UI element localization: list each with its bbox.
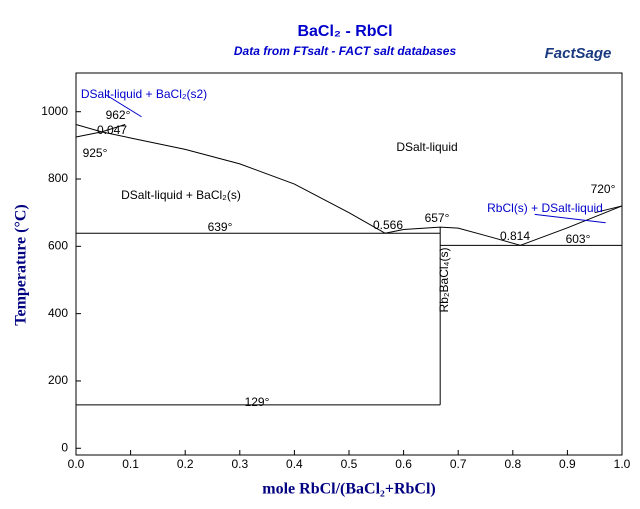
annotation: 603° [566,232,591,246]
x-tick-label: 0.1 [122,457,139,471]
annotation: 0.814 [500,229,530,243]
phase-boundary [520,205,623,246]
logo: FactSage [545,45,612,62]
annotation: DSalt-liquid + BaCl₂(s2) [81,87,207,101]
y-tick-label: 0 [61,440,68,454]
annotation: RbCl(s) + DSalt-liquid [487,201,603,215]
y-tick-label: 400 [48,306,68,320]
x-axis-label: mole RbCl/(BaCl₂+RbCl) [262,481,435,498]
annotation: 962° [106,108,131,122]
annotation: 0.566 [373,218,403,232]
y-tick-label: 1000 [41,104,68,118]
x-tick-label: 0.3 [231,457,248,471]
annotation: 129° [245,395,270,409]
x-tick-label: 0.7 [450,457,467,471]
annotation: DSalt-liquid [396,140,457,154]
x-tick-label: 0.9 [559,457,576,471]
annotation: 639° [208,220,233,234]
y-tick-label: 200 [48,373,68,387]
phase-boundary [75,124,386,234]
annotation: Rb₂BaCl₄(s) [437,248,451,313]
annotation: 925° [83,146,108,160]
x-tick-label: 0.2 [177,457,194,471]
chart-subtitle: Data from FTsalt - FACT salt databases [234,44,457,58]
x-tick-label: 0.6 [395,457,412,471]
phase-boundary [594,205,623,214]
plot-frame [75,72,623,456]
x-tick-label: 0.5 [341,457,358,471]
phase-boundary [534,213,606,224]
phase-boundary [105,94,142,118]
y-tick-label: 800 [48,171,68,185]
x-tick-label: 0.8 [504,457,521,471]
y-axis-label: Temperature (°C) [13,204,30,325]
annotation: 657° [425,211,450,225]
annotation: 720° [591,182,616,196]
y-tick-label: 600 [48,239,68,253]
phase-boundary [384,226,521,246]
x-tick-label: 1.0 [614,457,631,471]
chart-title: BaCl₂ - RbCl [297,23,392,40]
annotation: DSalt-liquid + BaCl₂(s) [121,188,241,202]
x-tick-label: 0.4 [286,457,303,471]
phase-boundary [75,124,126,138]
annotation: 0.047 [97,123,127,137]
x-tick-label: 0.0 [68,457,85,471]
